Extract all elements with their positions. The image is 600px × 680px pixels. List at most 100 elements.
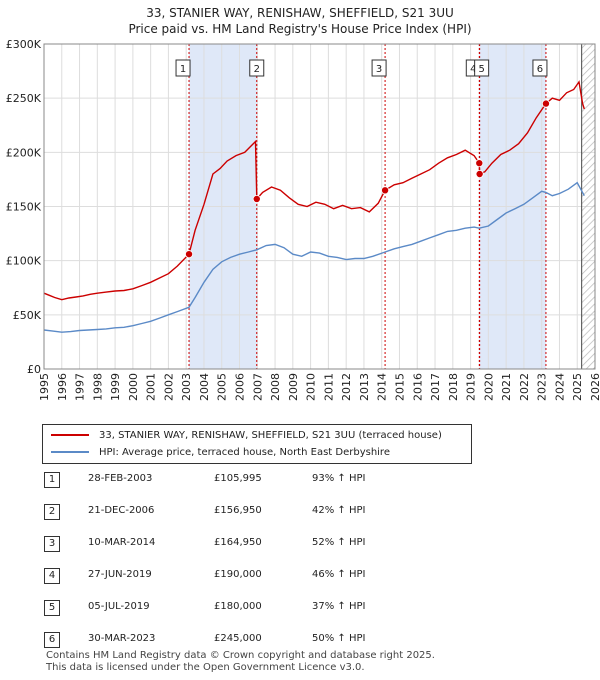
y-tick-label: £200K [6, 146, 42, 159]
chart-subtitle: Price paid vs. HM Land Registry's House … [128, 22, 472, 36]
x-tick-label: 2021 [500, 373, 513, 401]
table-row: 6 30-MAR-2023 £245,000 50% ↑ HPI [44, 632, 444, 650]
legend-price-line [51, 434, 89, 436]
row-date: 10-MAR-2014 [88, 537, 156, 548]
sale-point [541, 99, 550, 108]
x-tick-label: 2000 [127, 373, 140, 401]
row-hpi-change: 93% ↑ HPI [312, 473, 366, 484]
sale-point [475, 159, 484, 168]
x-tick-label: 2023 [536, 373, 549, 401]
legend-hpi-line [51, 451, 89, 453]
sale-label-box [474, 59, 490, 77]
y-tick-label: £0 [27, 363, 41, 376]
sale-label-text: 6 [537, 64, 543, 75]
sale-point [252, 194, 261, 203]
row-price: £245,000 [214, 633, 262, 644]
x-tick-label: 2022 [518, 373, 531, 401]
x-tick-label: 2005 [216, 373, 229, 401]
x-tick-label: 2007 [251, 373, 264, 401]
attribution-line-2: This data is licensed under the Open Gov… [46, 662, 365, 673]
x-tick-label: 2026 [589, 373, 600, 401]
x-tick-label: 2016 [411, 373, 424, 401]
sale-label-box [532, 59, 548, 77]
sale-label-box [249, 59, 265, 77]
y-tick-label: £50K [13, 309, 42, 322]
row-number-badge: 4 [44, 568, 60, 584]
row-date: 05-JUL-2019 [88, 601, 150, 612]
x-tick-label: 2014 [376, 373, 389, 401]
attribution-line-1: Contains HM Land Registry data © Crown c… [46, 650, 435, 661]
row-hpi-change: 50% ↑ HPI [312, 633, 366, 644]
legend-hpi-label: HPI: Average price, terraced house, Nort… [99, 447, 390, 458]
x-tick-label: 2015 [393, 373, 406, 401]
row-number-badge: 6 [44, 632, 60, 648]
row-price: £180,000 [214, 601, 262, 612]
x-tick-label: 2012 [340, 373, 353, 401]
x-tick-label: 2003 [180, 373, 193, 401]
row-date: 28-FEB-2003 [88, 473, 153, 484]
row-hpi-change: 42% ↑ HPI [312, 505, 366, 516]
plot-frame [43, 43, 596, 370]
x-tick-label: 2004 [198, 373, 211, 401]
table-row: 5 05-JUL-2019 £180,000 37% ↑ HPI [44, 600, 444, 618]
x-tick-label: 2017 [429, 373, 442, 401]
y-tick-label: £300K [6, 38, 42, 51]
x-tick-label: 2020 [482, 373, 495, 401]
row-number-badge: 2 [44, 504, 60, 520]
sale-point [475, 169, 484, 178]
row-hpi-change: 52% ↑ HPI [312, 537, 366, 548]
x-tick-label: 1998 [91, 373, 104, 401]
row-price: £156,950 [214, 505, 262, 516]
x-tick-label: 1997 [74, 373, 87, 401]
x-tick-label: 2001 [145, 373, 158, 401]
table-row: 1 28-FEB-2003 £105,995 93% ↑ HPI [44, 472, 444, 490]
x-tick-label: 2018 [447, 373, 460, 401]
x-tick-label: 2002 [162, 373, 175, 401]
legend-price-label: 33, STANIER WAY, RENISHAW, SHEFFIELD, S2… [99, 430, 442, 441]
row-price: £190,000 [214, 569, 262, 580]
x-tick-label: 2008 [269, 373, 282, 401]
sale-label-box [175, 59, 191, 77]
row-date: 30-MAR-2023 [88, 633, 156, 644]
x-tick-label: 1999 [109, 373, 122, 401]
hpi-line [43, 181, 585, 333]
y-tick-label: £150K [6, 201, 42, 214]
row-price: £164,950 [214, 537, 262, 548]
x-tick-label: 2024 [553, 373, 566, 401]
sale-label-text: 5 [478, 64, 484, 75]
forecast-region [581, 44, 595, 369]
x-tick-label: 2019 [465, 373, 478, 401]
row-date: 21-DEC-2006 [88, 505, 155, 516]
x-tick-label: 2009 [287, 373, 300, 401]
price-chart: 1 2 3 4 5 6 £0 £50K £100K £150K £200K £250K £300K 199… [6, 38, 600, 401]
sale-label-text: 4 [470, 64, 476, 75]
table-row: 3 10-MAR-2014 £164,950 52% ↑ HPI [44, 536, 444, 554]
x-tick-label: 2013 [358, 373, 371, 401]
sale-point [185, 250, 194, 259]
x-tick-label: 2010 [305, 373, 318, 401]
legend-item-price: 33, STANIER WAY, RENISHAW, SHEFFIELD, S2… [51, 428, 442, 444]
table-row: 2 21-DEC-2006 £156,950 42% ↑ HPI [44, 504, 444, 522]
chart-title: 33, STANIER WAY, RENISHAW, SHEFFIELD, S2… [146, 6, 454, 20]
row-hpi-change: 37% ↑ HPI [312, 601, 366, 612]
sale-label-text: 2 [254, 64, 260, 75]
x-tick-label: 2011 [322, 373, 335, 401]
row-date: 27-JUN-2019 [88, 569, 152, 580]
x-tick-label: 1996 [56, 373, 69, 401]
legend-item-hpi: HPI: Average price, terraced house, Nort… [51, 445, 390, 461]
y-tick-label: £250K [6, 92, 42, 105]
row-price: £105,995 [214, 473, 262, 484]
row-number-badge: 1 [44, 472, 60, 488]
y-tick-label: £100K [6, 255, 42, 268]
chart-legend: 33, STANIER WAY, RENISHAW, SHEFFIELD, S2… [42, 424, 472, 464]
x-tick-label: 1995 [38, 373, 51, 401]
table-row: 4 27-JUN-2019 £190,000 46% ↑ HPI [44, 568, 444, 586]
price-paid-line [43, 80, 585, 301]
sale-label-text: 1 [180, 64, 186, 75]
row-hpi-change: 46% ↑ HPI [312, 569, 366, 580]
row-number-badge: 3 [44, 536, 60, 552]
sale-label-box [371, 59, 387, 77]
x-tick-label: 2006 [234, 373, 247, 401]
row-number-badge: 5 [44, 600, 60, 616]
sale-point [381, 186, 390, 195]
